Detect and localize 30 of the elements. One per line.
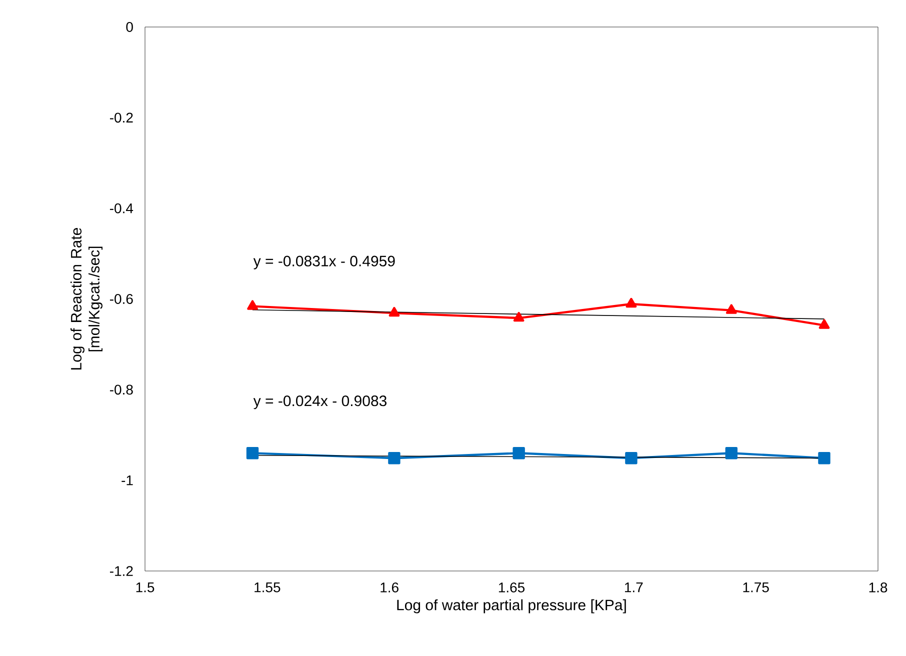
y-tick-label: -0.8 bbox=[110, 384, 133, 395]
point bbox=[388, 306, 400, 317]
point bbox=[388, 452, 400, 464]
x-tick-label: 1.6 bbox=[380, 582, 398, 592]
point bbox=[818, 452, 830, 464]
point bbox=[626, 298, 637, 308]
y-tick-label: -1.2 bbox=[110, 566, 133, 576]
annotation: y = -0.024x - 0.9083 bbox=[253, 396, 387, 410]
y-tick-label: -0.2 bbox=[110, 112, 133, 123]
y-tick-label: 0 bbox=[126, 22, 133, 32]
x-tick-label: 1.65 bbox=[498, 582, 525, 592]
point bbox=[247, 300, 258, 310]
y-tick-label: -0.6 bbox=[110, 294, 133, 304]
y-tick-label: -0.4 bbox=[110, 203, 134, 214]
x-axis-title: Log of water partial pressure [KPa] bbox=[397, 599, 626, 614]
y-tick-label: -1 bbox=[122, 476, 133, 486]
point bbox=[513, 312, 524, 322]
annotation: y = -0.0831x - 0.4959 bbox=[253, 256, 395, 270]
point bbox=[512, 447, 525, 460]
point bbox=[725, 447, 738, 460]
y-axis-title: Log of Reaction Rate [mol/Kgcat./sec] bbox=[70, 228, 102, 370]
point bbox=[625, 452, 638, 464]
x-tick-label: 1.8 bbox=[869, 582, 888, 592]
point bbox=[246, 447, 259, 460]
x-tick-label: 1.75 bbox=[743, 582, 769, 592]
x-tick-label: 1.7 bbox=[625, 582, 643, 592]
point bbox=[818, 319, 830, 329]
point bbox=[726, 304, 737, 314]
x-tick-label: 1.55 bbox=[254, 582, 280, 592]
x-tick-label: 1.5 bbox=[136, 582, 154, 592]
